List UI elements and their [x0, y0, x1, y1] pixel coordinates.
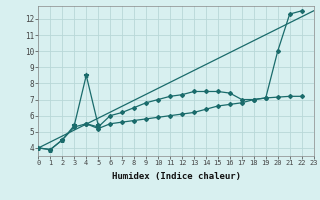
- X-axis label: Humidex (Indice chaleur): Humidex (Indice chaleur): [111, 172, 241, 181]
